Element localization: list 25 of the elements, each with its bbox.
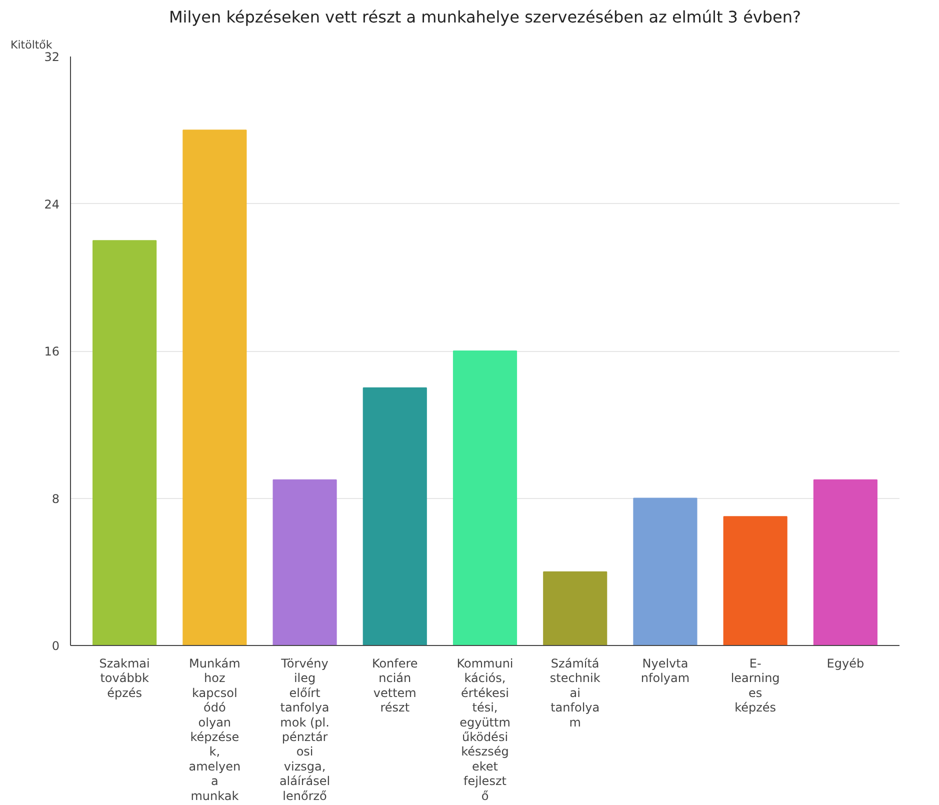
bar <box>543 571 608 646</box>
y-tick-label: 24 <box>44 197 60 212</box>
y-axis-title: Kitöltők <box>10 38 53 52</box>
bar <box>723 516 788 646</box>
bar <box>182 130 247 646</box>
category-label: Kommuni kációs, értékesi tési, együttm űködési készség eket fejleszt ő <box>456 656 514 803</box>
chart-title: Milyen képzéseken vett részt a munkahelye szervezésében az elmúlt 3 évben? <box>168 8 802 26</box>
x-tick-label: Szakmai továbbk épzés <box>99 656 150 700</box>
y-tick-label: 32 <box>44 50 60 64</box>
x-tick-label: Egyéb <box>826 656 864 670</box>
bar <box>452 350 518 646</box>
category-label: Törvény ileg előírt tanfolya mok (pl. pénztár osi vizsga, aláírásel lenőrző <box>279 656 330 803</box>
y-tick-label: 16 <box>44 344 60 358</box>
bar <box>633 498 698 646</box>
bar <box>272 479 337 646</box>
x-tick-label: Nyelvta nfolyam <box>640 656 690 686</box>
bar <box>362 387 427 646</box>
y-tick-label: 8 <box>52 492 60 506</box>
x-tick-label: Számítá stechnik ai tanfolya m <box>550 656 600 730</box>
bar <box>92 240 157 646</box>
x-tick-label: Konfere ncián vettem részt <box>372 656 418 715</box>
category-label: Munkám hoz kapcsol ódó olyan képzése k, amelyen a munkak <box>188 656 241 803</box>
x-tick-label: E- learning es képzés <box>730 656 780 715</box>
bar <box>813 479 878 646</box>
y-tick-label: 0 <box>52 639 60 653</box>
